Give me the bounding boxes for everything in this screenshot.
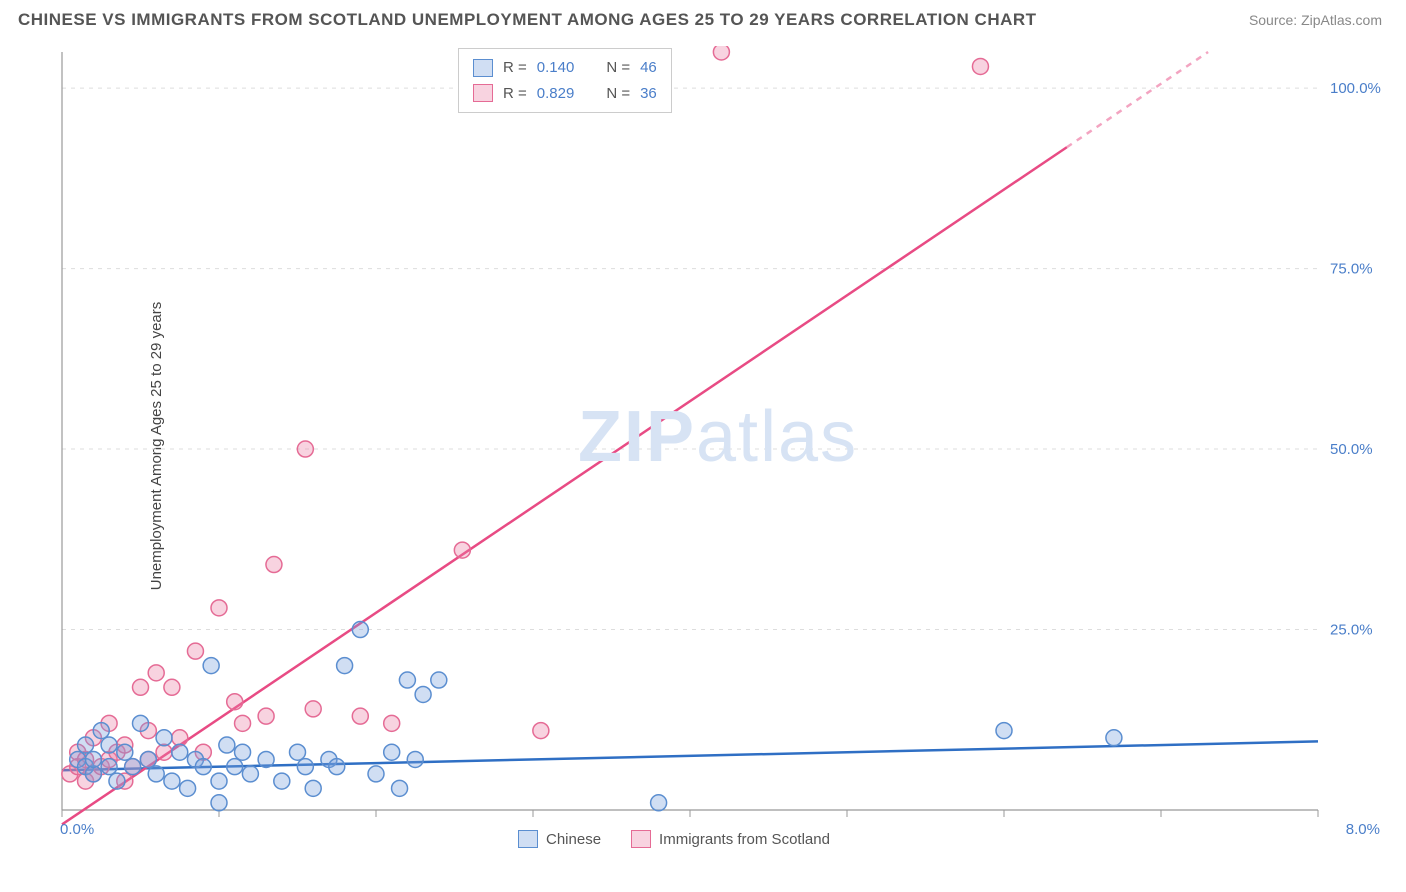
legend-correlation-row: R = 0.140 N = 46: [473, 55, 657, 81]
legend-swatch: [518, 830, 538, 848]
legend-r-label: R =: [503, 81, 527, 107]
legend-n-value: 36: [640, 81, 657, 107]
legend-n-label: N =: [606, 81, 630, 107]
y-tick-label: 75.0%: [1330, 261, 1373, 278]
legend-series-label: Chinese: [546, 831, 601, 848]
legend-correlation-box: R = 0.140 N = 46 R = 0.829 N = 36: [458, 48, 672, 113]
chart-title: CHINESE VS IMMIGRANTS FROM SCOTLAND UNEM…: [18, 10, 1037, 30]
legend-r-label: R =: [503, 55, 527, 81]
legend-r-value: 0.140: [537, 55, 575, 81]
legend-swatch: [631, 830, 651, 848]
scatter-chart-svg: 25.0% 50.0% 75.0% 100.0% 0.0% 8.0%: [58, 46, 1388, 846]
y-tick-label: 50.0%: [1330, 441, 1373, 458]
legend-n-label: N =: [606, 55, 630, 81]
legend-swatch: [473, 59, 493, 77]
y-tick-label: 100.0%: [1330, 80, 1381, 97]
chart-header: CHINESE VS IMMIGRANTS FROM SCOTLAND UNEM…: [0, 0, 1406, 36]
legend-swatch: [473, 84, 493, 102]
legend-series-item: Chinese: [518, 830, 601, 848]
legend-correlation-row: R = 0.829 N = 36: [473, 81, 657, 107]
y-tick-label: 25.0%: [1330, 622, 1373, 639]
legend-series-item: Immigrants from Scotland: [631, 830, 830, 848]
legend-n-value: 46: [640, 55, 657, 81]
legend-series-label: Immigrants from Scotland: [659, 831, 830, 848]
legend-r-value: 0.829: [537, 81, 575, 107]
x-tick-label: 0.0%: [60, 821, 94, 838]
x-tick-label: 8.0%: [1346, 821, 1380, 838]
chart-source: Source: ZipAtlas.com: [1249, 12, 1382, 28]
legend-series: Chinese Immigrants from Scotland: [518, 830, 830, 848]
plot-area: 25.0%50.0%75.0%100.0%0.0%8.0% ZIPatlas R…: [58, 46, 1388, 846]
